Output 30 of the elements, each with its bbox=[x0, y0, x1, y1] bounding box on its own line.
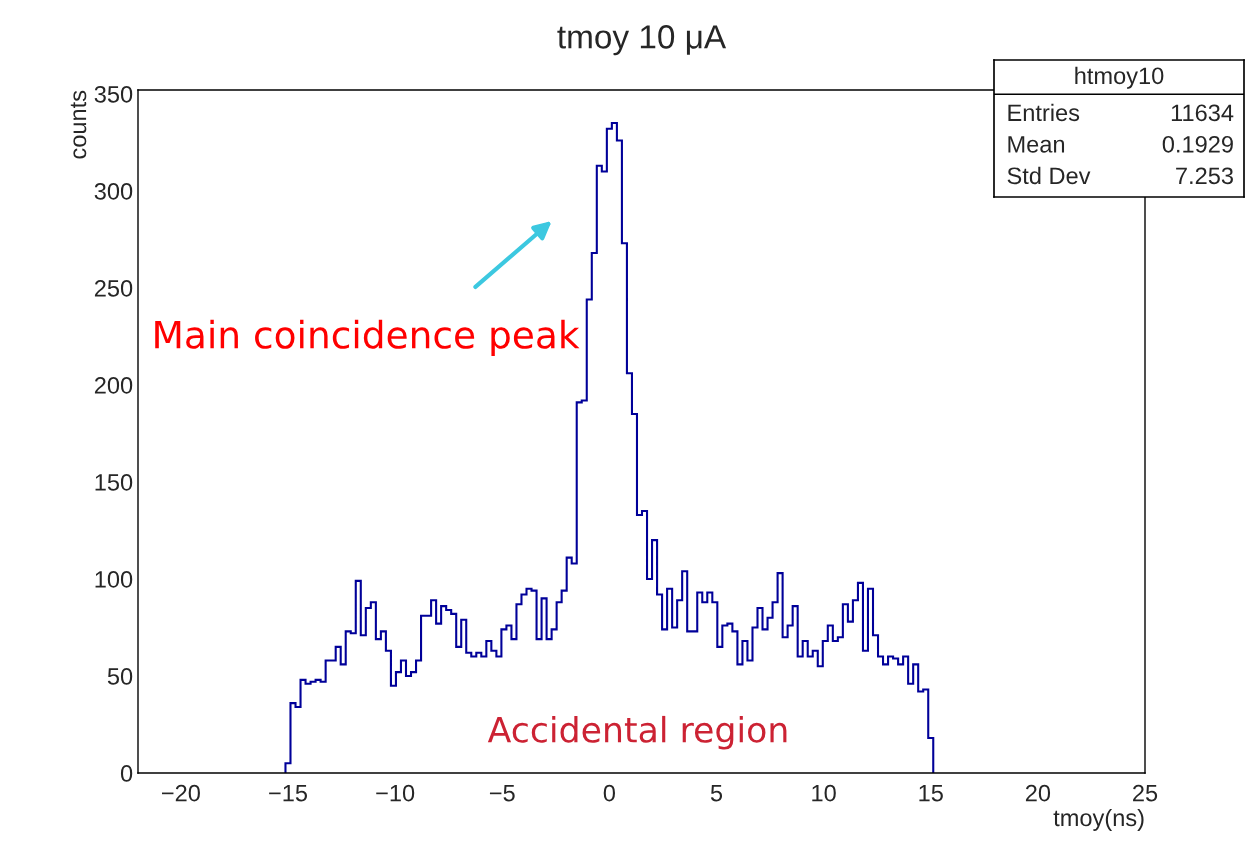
text: 7.253 bbox=[1176, 167, 1233, 185]
x-tick-label: 10 bbox=[812, 784, 836, 802]
x-tick-label: −5 bbox=[489, 784, 515, 802]
text: 11634 bbox=[1171, 104, 1234, 122]
annotation: Entries bbox=[1008, 103, 1080, 122]
x-tick-label: −10 bbox=[376, 784, 415, 802]
y-tick-label: 100 bbox=[95, 571, 133, 588]
y-tick-label: 350 bbox=[94, 85, 133, 103]
x-axis-title: tmoy(ns) bbox=[1053, 808, 1144, 831]
annotation: Accidental region bbox=[487, 715, 787, 750]
text: htmoy10 bbox=[1075, 66, 1164, 89]
x-tick-label: 15 bbox=[919, 784, 943, 802]
annotation: Std Dev bbox=[1007, 166, 1091, 185]
x-tick-label: 5 bbox=[710, 784, 723, 802]
y-axis-title: counts bbox=[70, 90, 87, 159]
y-tick-label: 250 bbox=[94, 279, 133, 297]
annotation: Main coincidence peak bbox=[155, 319, 580, 357]
x-tick-label: 0 bbox=[603, 784, 615, 802]
chart-title: tmoy 10 μA bbox=[557, 25, 727, 56]
annotation: Mean bbox=[1008, 136, 1065, 153]
text: 0.1929 bbox=[1162, 135, 1233, 153]
y-tick-label: 150 bbox=[95, 474, 133, 491]
y-tick-label: 200 bbox=[94, 377, 133, 394]
x-tick-label: −15 bbox=[269, 784, 308, 802]
x-tick-label: 20 bbox=[1025, 784, 1051, 802]
x-tick-label: −20 bbox=[161, 784, 200, 802]
y-tick-label: 50 bbox=[107, 668, 133, 685]
y-tick-label: 0 bbox=[120, 765, 133, 782]
x-tick-label: 25 bbox=[1133, 784, 1158, 802]
y-tick-label: 300 bbox=[94, 182, 133, 200]
